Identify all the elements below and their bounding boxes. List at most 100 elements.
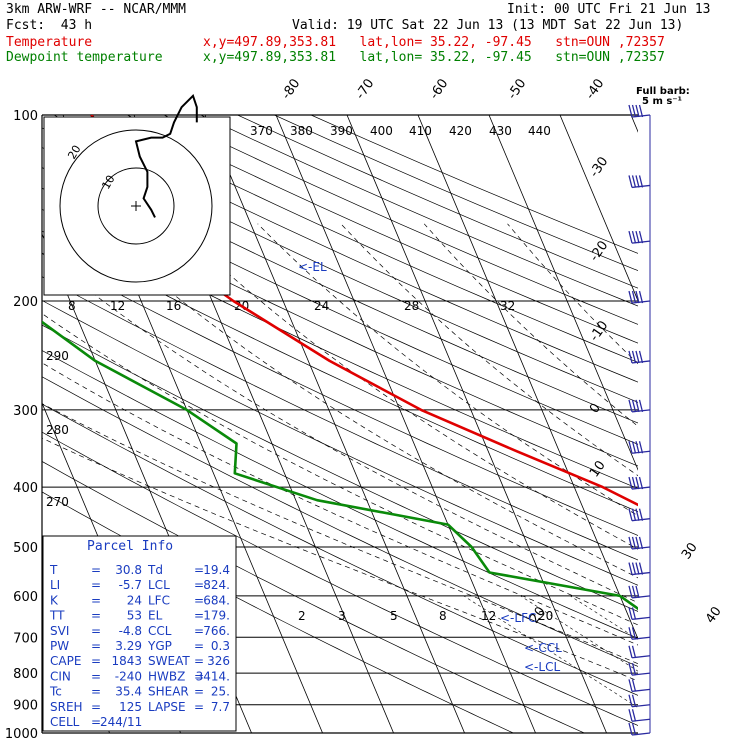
parcel-info-title: Parcel Info [87, 539, 174, 554]
dry-adiabat [42, 324, 638, 612]
dry-adiabat [42, 230, 638, 513]
parcel-value: -240 [115, 669, 142, 683]
wind-barb-feather [631, 441, 637, 454]
parcel-equals: = [91, 578, 101, 592]
theta-label: 420 [449, 124, 472, 138]
mixing-ratio-line [663, 596, 740, 733]
parcel-value: 25. [211, 685, 230, 699]
dry-adiabat [42, 187, 638, 467]
parcel-equals: = [91, 715, 101, 729]
barb-key-label: Full barb: [636, 86, 690, 97]
temperature-label-right: -20 [587, 238, 611, 264]
wind-barb-feather [631, 476, 637, 490]
wind-barb-feather [638, 175, 644, 188]
wind-barb-feather [638, 290, 644, 304]
wind-barb-feather [635, 175, 640, 188]
theta-label: 400 [370, 124, 393, 138]
parcel-label: CCL [148, 624, 172, 638]
wind-barb-feather [628, 585, 633, 599]
parcel-label: T [49, 563, 58, 577]
dry-adiabat [42, 276, 638, 561]
parcel-value: 35.4 [115, 685, 142, 699]
parcel-value: 30.8 [115, 563, 142, 577]
wind-barb-feather [631, 562, 637, 575]
parcel-label: CIN [50, 669, 71, 683]
dry-adiabat [42, 376, 638, 667]
dry-adiabat [42, 208, 638, 489]
wind-barb-feather [638, 441, 644, 454]
dry-adiabat [42, 431, 638, 726]
hodograph-ring-10 [97, 167, 175, 245]
dewpoint-legend: Dewpoint temperature [6, 50, 163, 65]
parcel-label: TT [49, 609, 65, 623]
theta-label: 430 [489, 124, 512, 138]
mixing-ratio-label: 8 [439, 609, 447, 623]
wind-barb-feather [631, 399, 637, 413]
parcel-label: K [50, 593, 59, 607]
dry-adiabat [42, 253, 638, 536]
parcel-equals: = [194, 654, 204, 668]
mixing-ratio-label: 8 [68, 299, 76, 313]
parcel-equals: = [91, 654, 101, 668]
wind-barb-feather [628, 350, 633, 364]
parcel-label: LFC [148, 593, 170, 607]
wind-barb-feather [635, 104, 640, 118]
parcel-label: HWBZ [148, 669, 185, 683]
forecast-hour: Fcst: 43 h [6, 18, 93, 33]
wind-barb-feather [628, 399, 633, 413]
parcel-equals: = [91, 609, 101, 623]
wind-barb-feather [635, 536, 640, 550]
parcel-value: 0.3 [211, 639, 230, 653]
parcel-equals: = [194, 624, 204, 638]
wind-barb-feather [628, 607, 633, 620]
mixing-ratio-label: 28 [404, 299, 419, 313]
wind-barb-feather [628, 536, 633, 550]
mixing-ratio-label: 3 [338, 609, 346, 623]
mixing-ratio-label: 16 [166, 299, 181, 313]
parcel-value: 684. [203, 593, 230, 607]
dry-adiabat [42, 461, 585, 733]
wind-barb-feather [631, 230, 637, 244]
dry-adiabat [53, 115, 638, 383]
wind-barb-feather [631, 508, 637, 521]
pressure-label: 200 [13, 295, 38, 310]
lfc-marker: <-LFC [500, 611, 536, 625]
dry-adiabat [42, 147, 638, 424]
wind-barb-feather [635, 230, 640, 244]
wind-barb-feather [628, 709, 633, 722]
el-marker: <-EL [298, 260, 327, 274]
pressure-label: 600 [13, 590, 38, 605]
wind-barb-feather [638, 508, 644, 521]
wind-barb-feather [635, 476, 640, 490]
ccl-marker: <-CCL [524, 641, 562, 655]
wind-barb-feather [628, 290, 633, 304]
dry-adiabat [42, 127, 638, 403]
parcel-value: -4.8 [119, 624, 142, 638]
parcel-value: 19.4 [203, 563, 230, 577]
pressure-label: 800 [13, 667, 38, 682]
parcel-equals: = [194, 578, 204, 592]
wind-barb-feather [638, 399, 644, 413]
parcel-label: LAPSE [148, 700, 186, 714]
parcel-equals: = [91, 700, 101, 714]
theta-label: 370 [250, 124, 273, 138]
dry-adiabat [42, 300, 638, 586]
parcel-equals: = [91, 593, 101, 607]
dewpoint-location: x,y=497.89,353.81 lat,lon= 35.22, -97.45… [203, 50, 665, 65]
temperature-label-top: -60 [427, 76, 451, 102]
wind-barb-feather [638, 536, 644, 550]
wind-barb-feather [628, 562, 633, 575]
barb-key-units: 5 m s⁻¹ [642, 96, 682, 107]
moist-adiabat [42, 252, 638, 604]
parcel-value: -5.7 [119, 578, 142, 592]
moist-adiabat [42, 313, 638, 626]
temperature-label-right: 30 [679, 540, 701, 562]
isotherm [204, 115, 465, 733]
parcel-value: 3414. [196, 669, 230, 683]
isotherm [488, 115, 638, 471]
parcel-label: LCL [148, 578, 170, 592]
wind-barb-feather [635, 562, 640, 575]
parcel-value: 125 [119, 700, 142, 714]
wind-barb-feather [631, 662, 637, 676]
